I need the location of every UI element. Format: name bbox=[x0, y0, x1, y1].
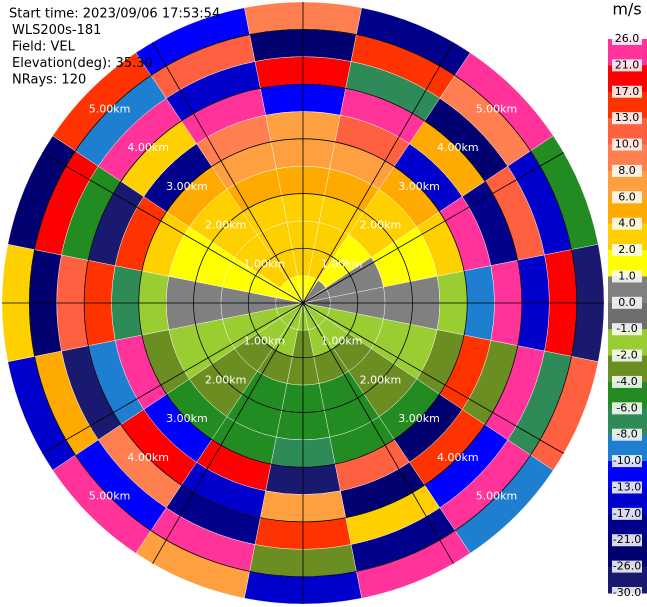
header-line: Elevation(deg): 35.30 bbox=[12, 56, 153, 71]
range-ring-label: 1.00km bbox=[244, 257, 286, 270]
colorbar: m/s 26.0 21.0 17.0 13.0 10.0 8.0 6.0 4.0 2.0 1.0 0… bbox=[608, 0, 647, 599]
colorbar-tick-label: 1.0 bbox=[618, 269, 636, 282]
colorbar-tick-label: 21.0 bbox=[615, 58, 640, 71]
range-ring bbox=[138, 138, 468, 468]
colorbar-label-box bbox=[612, 560, 642, 573]
header-line: WLS200s-181 bbox=[12, 23, 101, 38]
colorbar-label-box bbox=[612, 349, 642, 362]
range-ring bbox=[83, 83, 523, 523]
colorbar-tick-label: -2.0 bbox=[616, 349, 637, 362]
range-overlay: 1.00km 1.00km 1.00km 1.00km 2.00km 2.00km 2.00… bbox=[2, 2, 604, 604]
header: Start time: 2023/09/06 17:53:54WLS200s-1… bbox=[9, 7, 220, 88]
colorbar-tick-label: -8.0 bbox=[616, 428, 637, 441]
colorbar-tick-label: -26.0 bbox=[613, 560, 641, 573]
colorbar-tick-label: 13.0 bbox=[615, 111, 640, 124]
azimuth-spoke bbox=[302, 302, 564, 454]
colorbar-label-box bbox=[612, 402, 642, 415]
azimuth-spoke bbox=[302, 302, 454, 564]
colorbar-tick-label: -13.0 bbox=[613, 480, 641, 493]
range-ring-label: 2.00km bbox=[360, 219, 402, 232]
range-ring-label: 4.00km bbox=[127, 451, 169, 464]
colorbar-tick-label: 2.0 bbox=[618, 243, 636, 256]
range-ring bbox=[28, 28, 578, 578]
range-ring-label: 4.00km bbox=[437, 141, 479, 154]
colorbar-tick-label: 26.0 bbox=[615, 32, 640, 45]
colorbar-tick-label: 17.0 bbox=[615, 85, 640, 98]
range-ring-label: 2.00km bbox=[205, 219, 247, 232]
colorbar-label-box bbox=[612, 323, 642, 336]
azimuth-spoke bbox=[152, 302, 304, 564]
range-ring-label: 2.00km bbox=[360, 373, 402, 386]
header-line: Field: VEL bbox=[12, 40, 76, 55]
header-line: NRays: 120 bbox=[12, 73, 86, 88]
colorbar-label-box bbox=[612, 375, 642, 388]
colorbar-label-box bbox=[612, 217, 642, 230]
range-ring bbox=[247, 247, 359, 359]
azimuth-spoke bbox=[302, 42, 454, 304]
colorbar-tick-label: 8.0 bbox=[618, 164, 636, 177]
colorbar-tick-label: -4.0 bbox=[616, 375, 637, 388]
colorbar-tick-label: -21.0 bbox=[613, 533, 641, 546]
colorbar-label-box bbox=[612, 296, 642, 309]
colorbar-tick-label: 10.0 bbox=[615, 138, 640, 151]
colorbar-label-box bbox=[612, 138, 642, 151]
azimuth-spoke bbox=[302, 152, 564, 304]
range-ring-label: 5.00km bbox=[476, 103, 518, 116]
colorbar-label-box bbox=[612, 534, 642, 547]
range-ring-label: 3.00km bbox=[398, 180, 440, 193]
colorbar-tick-label: -30.0 bbox=[613, 586, 641, 599]
range-ring-label: 1.00km bbox=[321, 257, 363, 270]
range-ring-label: 2.00km bbox=[205, 373, 247, 386]
range-ring-label: 4.00km bbox=[437, 451, 479, 464]
colorbar-title: m/s bbox=[612, 0, 641, 19]
colorbar-label-box bbox=[612, 164, 642, 177]
colorbar-label-box bbox=[612, 244, 642, 257]
colorbar-tick-label: -10.0 bbox=[613, 454, 641, 467]
range-ring-label: 3.00km bbox=[398, 412, 440, 425]
colorbar-label-box bbox=[612, 85, 642, 98]
range-ring-label: 3.00km bbox=[166, 180, 208, 193]
azimuth-spoke bbox=[152, 42, 304, 304]
colorbar-label-box bbox=[612, 507, 642, 520]
colorbar-label-box bbox=[612, 481, 642, 494]
colorbar-tick-label: -6.0 bbox=[616, 401, 637, 414]
colorbar-tick-label: -1.0 bbox=[616, 322, 637, 335]
colorbar-tick-label: -17.0 bbox=[613, 507, 641, 520]
colorbar-label-box bbox=[612, 33, 642, 45]
colorbar-tick-label: 6.0 bbox=[618, 190, 636, 203]
range-ring-label: 4.00km bbox=[127, 141, 169, 154]
range-ring bbox=[193, 193, 413, 413]
range-ring-label: 1.00km bbox=[321, 335, 363, 348]
colorbar-label-box bbox=[612, 59, 642, 72]
colorbar-label-box bbox=[612, 270, 642, 283]
colorbar-label-box bbox=[612, 112, 642, 125]
ppi-field bbox=[1, 1, 605, 605]
colorbar-label-box bbox=[612, 587, 642, 599]
azimuth-spoke bbox=[42, 152, 304, 304]
azimuth-spoke bbox=[42, 302, 304, 454]
header-line: Start time: 2023/09/06 17:53:54 bbox=[9, 7, 220, 22]
range-ring-label: 3.00km bbox=[166, 412, 208, 425]
range-ring-label: 5.00km bbox=[89, 489, 131, 502]
colorbar-label-box bbox=[612, 428, 642, 441]
colorbar-label-box bbox=[612, 455, 642, 468]
range-ring-label: 1.00km bbox=[244, 335, 286, 348]
colorbar-label-box bbox=[612, 191, 642, 204]
range-ring-label: 5.00km bbox=[476, 489, 518, 502]
colorbar-tick-label: 4.0 bbox=[618, 217, 636, 230]
range-ring-label: 5.00km bbox=[89, 103, 131, 116]
colorbar-tick-label: 0.0 bbox=[618, 296, 636, 309]
